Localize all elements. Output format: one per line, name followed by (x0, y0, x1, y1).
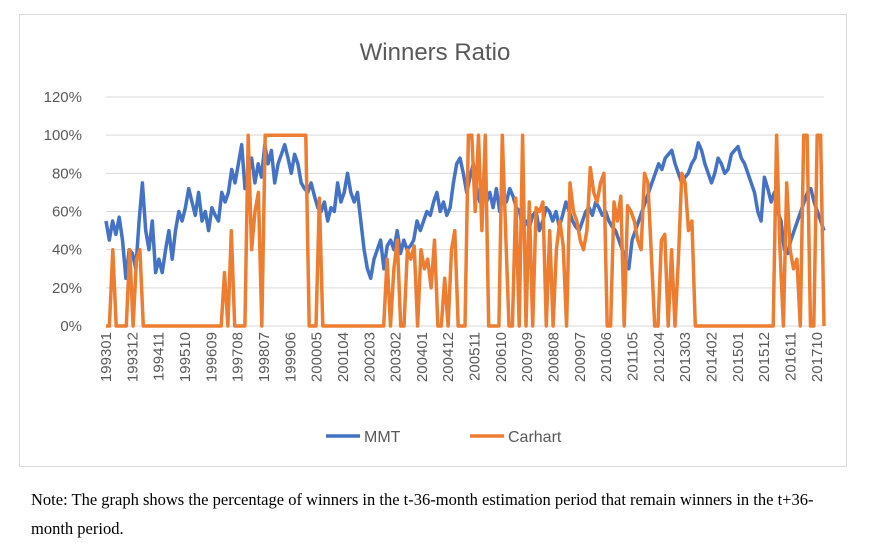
chart-svg: Winners Ratio 0% 20% 40% 60% 80% 100% 120% 199… (44, 39, 826, 446)
x-tick-label: 201512 (756, 332, 773, 382)
x-tick-label: 201402 (704, 332, 721, 382)
x-tick-label: 200005 (309, 332, 326, 382)
x-tick-label: 199312 (124, 332, 141, 382)
x-tick-label: 201303 (677, 332, 694, 382)
x-tick-label: 199906 (282, 332, 299, 382)
chart-frame: Winners Ratio 0% 20% 40% 60% 80% 100% 120% 199… (19, 14, 847, 467)
y-tick-label: 0% (60, 318, 82, 335)
x-tick-label: 201204 (651, 332, 668, 382)
figure-note: Note: The graph shows the percentage of … (31, 490, 814, 538)
x-tick-label: 200203 (361, 332, 378, 382)
gridlines (106, 96, 824, 289)
y-axis-ticks: 0% 20% 40% 60% 80% 100% 120% (44, 89, 82, 335)
y-tick-label: 80% (52, 165, 82, 182)
x-tick-label: 199301 (98, 332, 115, 382)
x-tick-label: 199708 (230, 332, 247, 382)
x-tick-label: 201501 (730, 332, 747, 382)
x-tick-label: 199807 (256, 332, 273, 382)
series-line-carhart (106, 133, 826, 328)
x-tick-label: 200511 (467, 332, 484, 381)
y-tick-label: 20% (52, 280, 82, 297)
series-lines (104, 133, 826, 328)
x-tick-label: 200412 (440, 332, 457, 382)
x-tick-label: 200302 (388, 332, 405, 382)
x-tick-label: 199411 (151, 332, 168, 381)
x-tick-label: 201006 (598, 332, 615, 382)
y-tick-label: 40% (52, 242, 82, 259)
x-tick-label: 201710 (809, 332, 826, 382)
x-tick-label: 201611 (782, 332, 799, 381)
y-tick-label: 120% (44, 89, 82, 106)
x-tick-label: 201105 (625, 332, 642, 381)
x-tick-label: 200907 (572, 332, 589, 382)
x-axis-ticks: 199301 199312 199411 199510 199609 199708 1998… (98, 332, 826, 382)
x-tick-label: 200808 (546, 332, 563, 382)
legend: MMT Carhart (326, 429, 562, 446)
legend-label-mmt: MMT (364, 429, 401, 446)
series-line-mmt (104, 141, 826, 281)
x-tick-label: 199510 (177, 332, 194, 382)
x-tick-label: 200709 (519, 332, 536, 382)
x-tick-label: 200104 (335, 332, 352, 382)
x-tick-label: 199609 (203, 332, 220, 382)
x-tick-label: 200401 (414, 332, 431, 382)
y-tick-label: 100% (44, 127, 82, 144)
legend-label-carhart: Carhart (508, 429, 562, 446)
y-tick-label: 60% (52, 204, 82, 221)
x-tick-label: 200610 (493, 332, 510, 382)
chart-title: Winners Ratio (360, 39, 511, 66)
